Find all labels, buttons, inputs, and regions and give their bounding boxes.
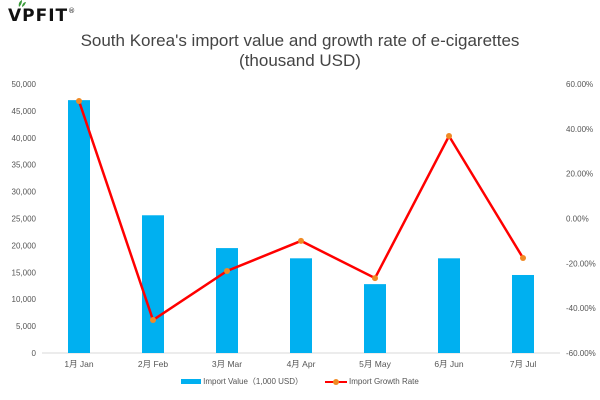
left-tick-label: 45,000 [12,107,37,116]
legend-item-growth-rate: Import Growth Rate [325,376,419,387]
category-label: 6月 Jun [434,359,464,369]
bar-0 [68,100,90,353]
bar-2 [216,248,238,353]
left-tick-label: 15,000 [12,268,37,277]
logo-text: VPFIT [8,6,69,26]
category-label: 4月 Apr [287,359,316,369]
growth-point-3 [298,237,304,244]
bar-1 [142,215,164,353]
growth-point-6 [520,254,526,261]
right-tick-label: -20.00% [566,259,596,268]
left-tick-label: 10,000 [12,295,37,304]
right-tick-label: -40.00% [566,304,596,313]
legend: Import Value（1,000 USD） Import Growth Ra… [0,376,600,387]
right-tick-label: 0.00% [566,215,589,224]
subtitle-line: (thousand USD) [239,51,361,70]
left-tick-label: 50,000 [12,80,37,89]
right-tick-label: 40.00% [566,125,593,134]
bar-4 [364,284,386,353]
left-tick-label: 40,000 [12,134,37,143]
right-tick-label: 60.00% [566,80,593,89]
title-line: South Korea's import value and growth ra… [80,31,520,50]
bar-3 [290,258,312,353]
category-label: 5月 May [359,359,391,369]
bar-5 [438,258,460,353]
category-label: 2月 Feb [138,359,169,369]
left-tick-label: 35,000 [12,161,37,170]
category-label: 1月 Jan [64,359,94,369]
registered-mark: ® [68,7,77,15]
legend-label: Import Value（1,000 USD） [203,377,304,386]
growth-point-5 [446,133,452,140]
growth-point-1 [150,317,156,324]
left-tick-label: 20,000 [12,241,37,250]
right-tick-label: 20.00% [566,170,593,179]
left-tick-label: 30,000 [12,188,37,197]
bar-6 [512,274,534,353]
category-label: 3月 Mar [212,359,242,369]
left-tick-label: 25,000 [12,215,37,224]
legend-item-import-value: Import Value（1,000 USD） [181,376,303,387]
growth-point-4 [372,275,378,282]
growth-point-0 [76,98,82,105]
chart-title: South Korea's import value and growth ra… [60,31,540,71]
category-label: 7月 Jul [510,359,537,369]
leaf-icon [18,0,26,7]
vpfit-logo: VPFIT® [8,0,77,26]
line-swatch [325,378,348,385]
bar-swatch [181,379,202,384]
growth-point-2 [224,267,230,274]
right-tick-label: -60.00% [566,349,596,358]
left-tick-label: 5,000 [16,322,37,331]
legend-label: Import Growth Rate [349,377,419,386]
left-tick-label: 0 [32,349,37,358]
